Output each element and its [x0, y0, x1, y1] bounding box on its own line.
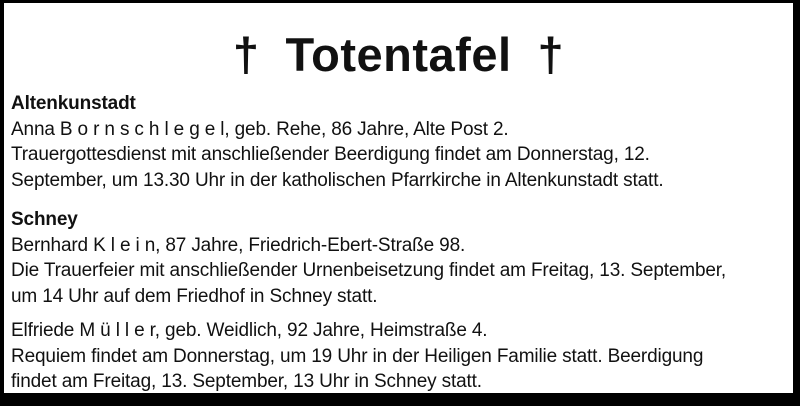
town-section-schney: Schney Bernhard K l e i n, 87 Jahre, Fri… — [11, 207, 787, 395]
obituary-line: Elfriede M ü l l e r, geb. Weidlich, 92 … — [11, 320, 488, 341]
dagger-cross-icon: † — [537, 28, 565, 81]
obituary-line: um 14 Uhr auf dem Friedhof in Schney sta… — [11, 285, 378, 307]
dagger-cross-icon: † — [232, 28, 260, 81]
obituary-entry: Bernhard K l e i n, 87 Jahre, Friedrich-… — [11, 233, 787, 310]
page-title: † Totentafel † — [4, 29, 793, 81]
town-section-altenkunstadt: Altenkunstadt Anna B o r n s c h l e g e… — [11, 91, 787, 193]
obituary-line: Bernhard K l e i n, 87 Jahre, Friedrich-… — [11, 234, 466, 256]
paper: † Totentafel † Altenkunstadt Anna B o r n … — [4, 3, 793, 393]
notices: Altenkunstadt Anna B o r n s c h l e g e… — [4, 91, 793, 395]
obituary-line: findet am Freitag, 13. September, 13 Uhr… — [11, 371, 482, 392]
town-heading: Schney — [11, 209, 78, 230]
page-title-text: Totentafel — [285, 28, 512, 81]
town-heading: Altenkunstadt — [11, 93, 136, 114]
obituary-line: Die Trauerfeier mit anschließender Urnen… — [11, 260, 727, 281]
obituary-line: Anna B o r n s c h l e g e l, geb. Rehe,… — [11, 118, 509, 140]
obituary-entry: Anna B o r n s c h l e g e l, geb. Rehe,… — [11, 117, 787, 194]
obituary-entry: Elfriede M ü l l e r, geb. Weidlich, 92 … — [11, 318, 787, 395]
obituary-line: Trauergottesdienst mit anschließender Be… — [11, 144, 650, 165]
obituary-line: Requiem findet am Donnerstag, um 19 Uhr … — [11, 345, 704, 367]
obituary-line: September, um 13.30 Uhr in der katholisc… — [11, 169, 664, 191]
